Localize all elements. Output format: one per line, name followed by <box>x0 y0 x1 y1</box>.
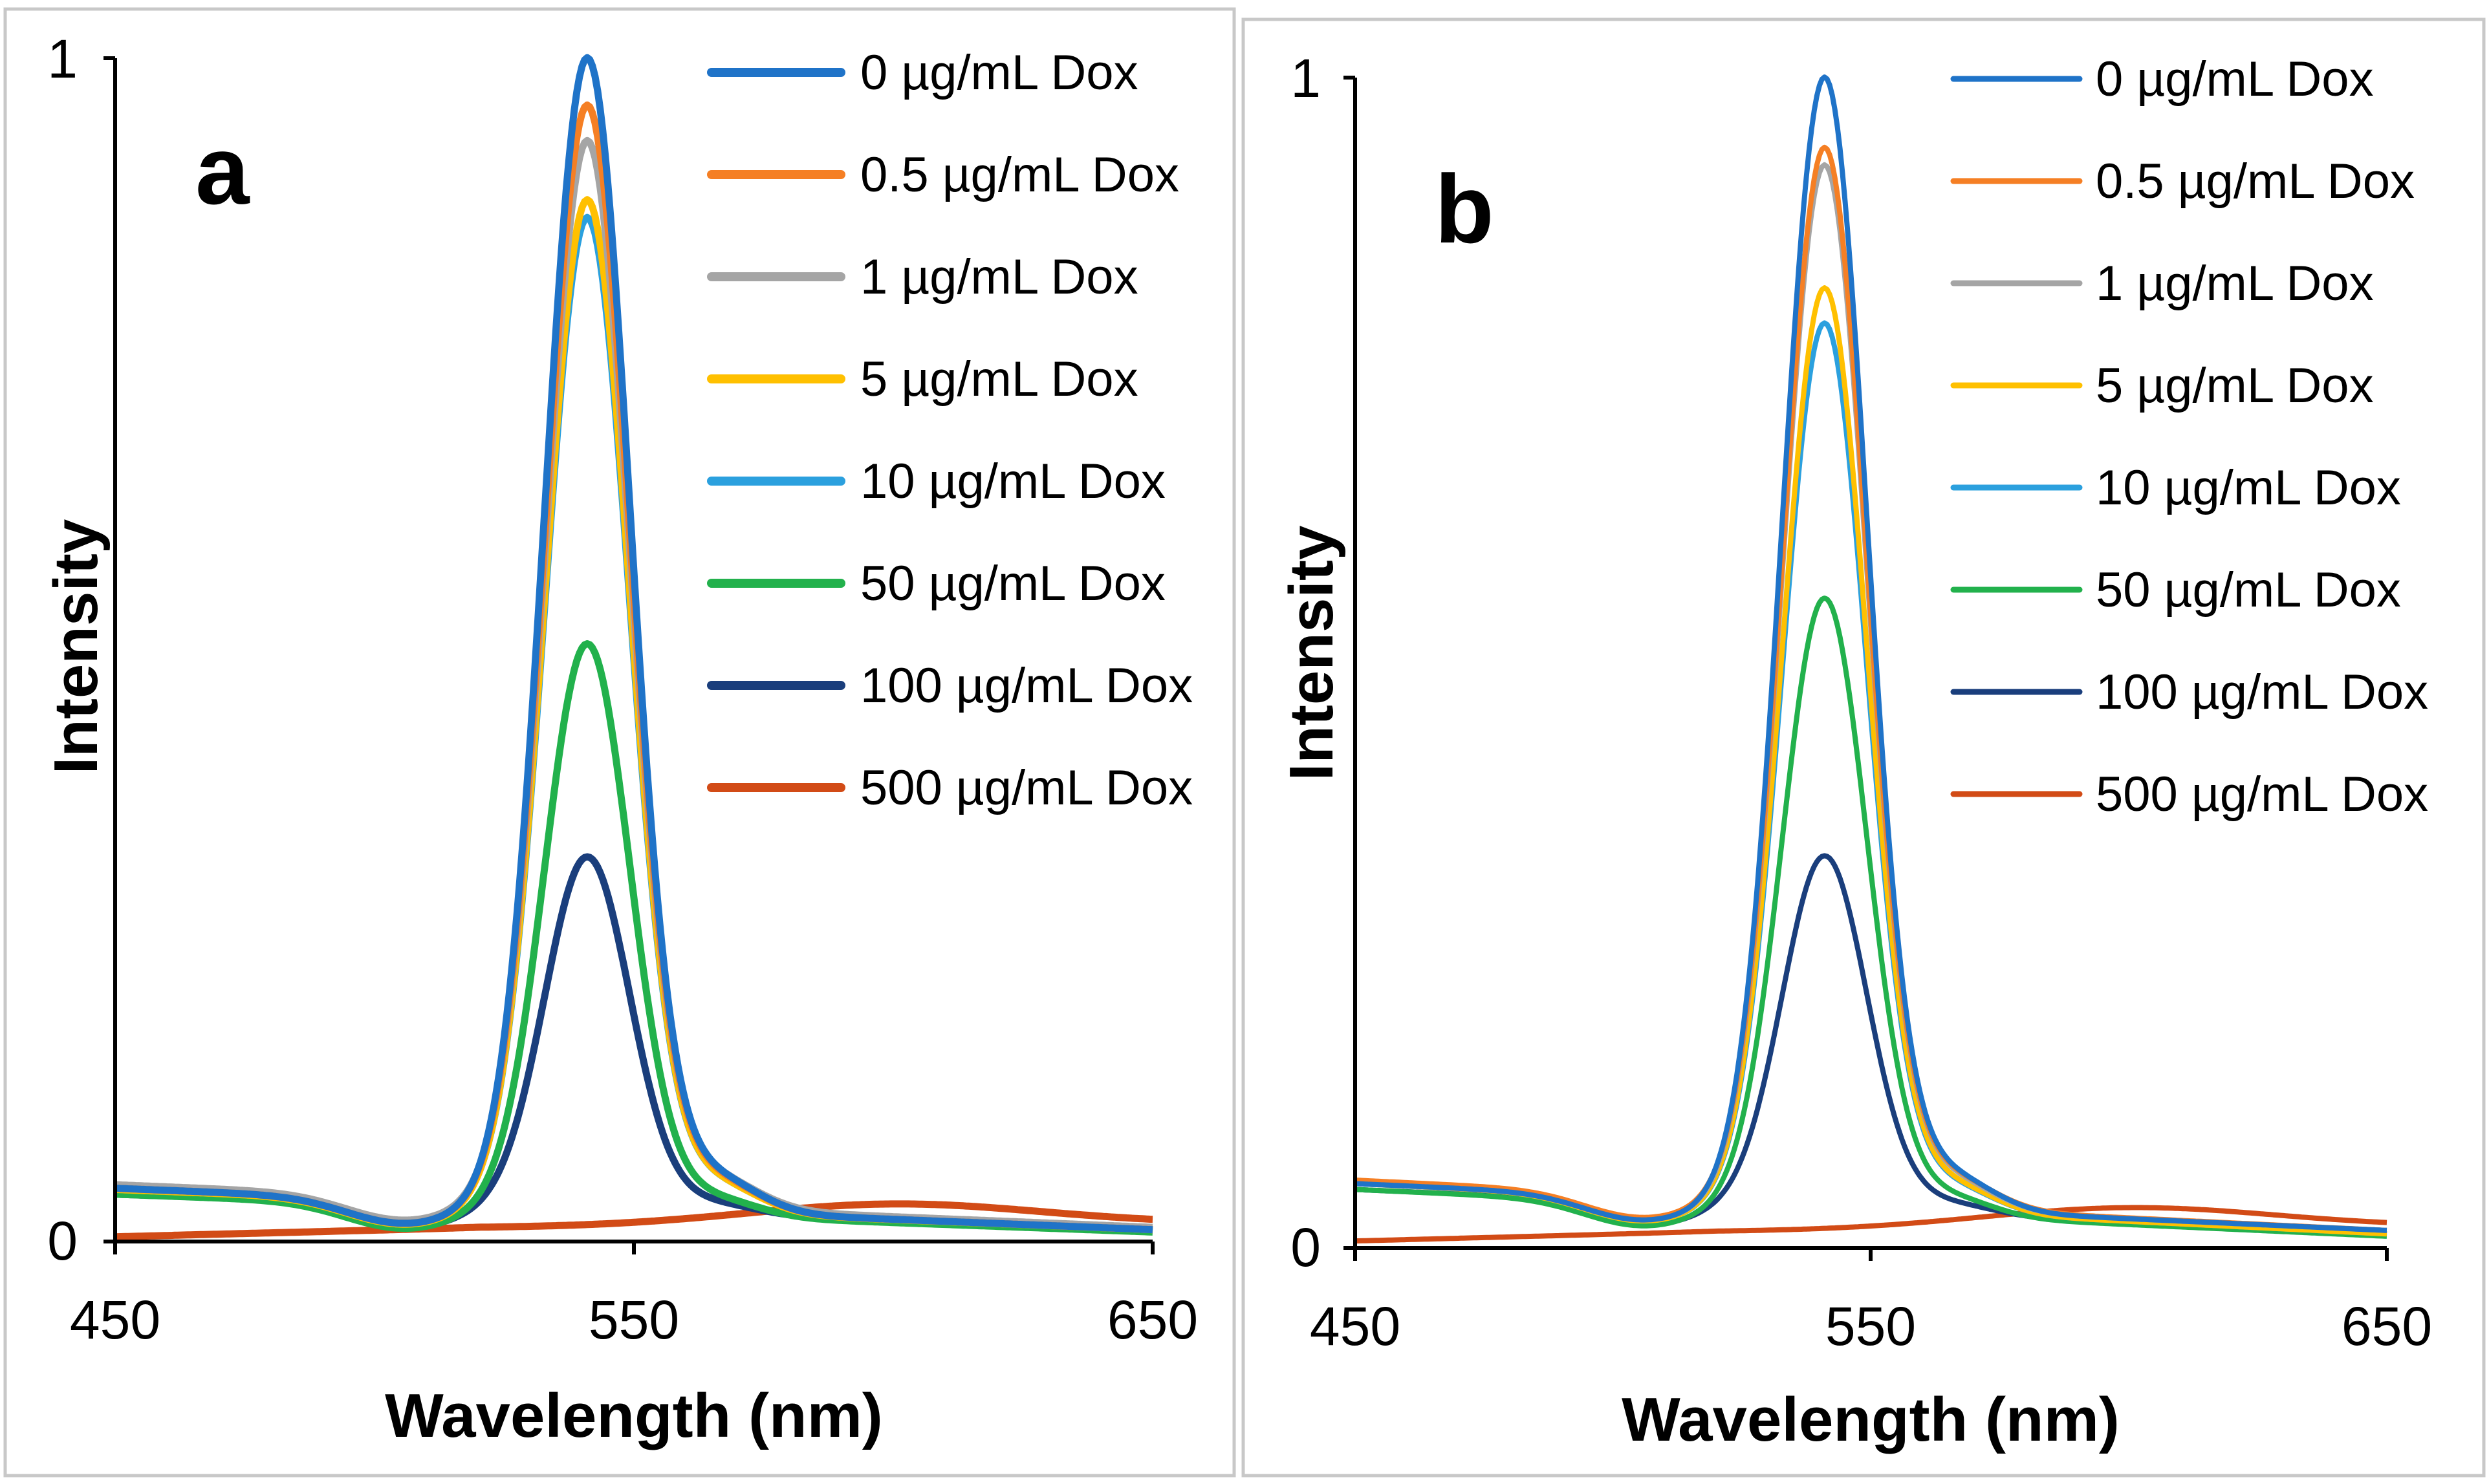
panel-a: 1 0 450 550 650 Wavelength (nm) Intensit… <box>3 7 1236 1478</box>
legend-label-0: 0 µg/mL Dox <box>860 45 1138 100</box>
series-line-7 <box>1354 1205 2387 1244</box>
legend-label-5: 50 µg/mL Dox <box>2096 563 2401 618</box>
panel-a-border <box>3 7 1236 1478</box>
legend-label-3: 5 µg/mL Dox <box>860 352 1138 407</box>
panel-a-y-axis-title: Intensity <box>41 519 111 775</box>
panel-a-legend: 0 µg/mL Dox 0.5 µg/mL Dox 1 µg/mL Dox 5 µg/… <box>707 45 1193 815</box>
panel-b: 1 0 450 550 650 Wavelength (nm) Intensit… <box>1241 17 2486 1478</box>
series-line-5 <box>1354 596 2387 1239</box>
panel-b-border <box>1241 17 2486 1478</box>
legend-label-7: 500 µg/mL Dox <box>2096 767 2428 822</box>
legend-label-7: 500 µg/mL Dox <box>860 760 1193 815</box>
panel-a-x-tick-label-650: 650 <box>1107 1289 1198 1350</box>
panel-b-y-tick-label-max: 1 <box>1290 48 1321 109</box>
series-line-0 <box>1354 74 2387 1233</box>
panel-b-x-axis-title: Wavelength (nm) <box>1622 1385 2120 1454</box>
panel-a-letter: a <box>195 116 250 224</box>
legend-label-2: 1 µg/mL Dox <box>860 250 1138 305</box>
panel-b-letter: b <box>1435 155 1494 263</box>
panel-b-x-tick-label-650: 650 <box>2342 1296 2432 1357</box>
legend-label-4: 10 µg/mL Dox <box>860 454 1166 509</box>
panel-b-legend: 0 µg/mL Dox 0.5 µg/mL Dox 1 µg/mL Dox 5 µg/… <box>1950 52 2428 822</box>
legend-label-6: 100 µg/mL Dox <box>2096 665 2428 720</box>
legend-label-2: 1 µg/mL Dox <box>2096 256 2374 311</box>
panel-b-x-tick-label-550: 550 <box>1825 1296 1916 1357</box>
legend-label-6: 100 µg/mL Dox <box>860 658 1193 713</box>
legend-label-5: 50 µg/mL Dox <box>860 556 1166 611</box>
legend-label-1: 0.5 µg/mL Dox <box>860 147 1179 202</box>
panel-b-y-tick-label-min: 0 <box>1290 1217 1321 1278</box>
panel-a-y-tick-label-min: 0 <box>47 1210 78 1271</box>
legend-label-4: 10 µg/mL Dox <box>2096 460 2401 515</box>
panel-a-series <box>114 54 1154 1241</box>
panel-a-y-tick-label-max: 1 <box>47 28 78 89</box>
panel-b-series <box>1354 74 2387 1244</box>
panel-a-x-tick-label-450: 450 <box>70 1289 160 1350</box>
panel-a-x-axis-title: Wavelength (nm) <box>385 1381 883 1450</box>
panel-b-y-axis-title: Intensity <box>1277 526 1346 781</box>
series-line-7 <box>114 1200 1154 1241</box>
panel-b-x-tick-label-450: 450 <box>1310 1296 1400 1357</box>
series-line-0 <box>114 54 1154 1234</box>
panel-a-x-tick-label-550: 550 <box>589 1289 679 1350</box>
legend-label-1: 0.5 µg/mL Dox <box>2096 154 2415 209</box>
legend-label-3: 5 µg/mL Dox <box>2096 358 2374 413</box>
legend-label-0: 0 µg/mL Dox <box>2096 52 2374 107</box>
